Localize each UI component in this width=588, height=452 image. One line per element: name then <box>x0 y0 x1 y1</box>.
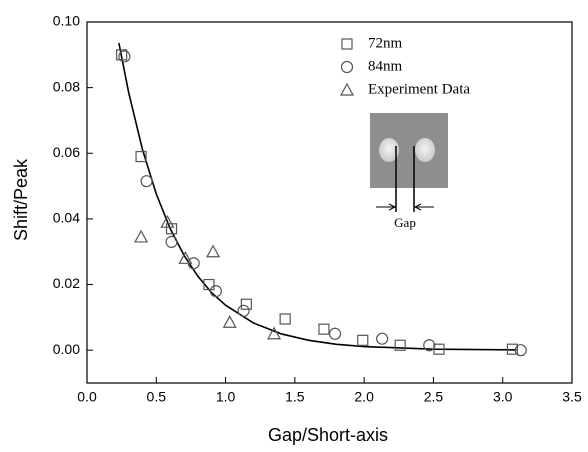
square-marker <box>279 313 291 325</box>
x-tick-label: 2.0 <box>354 389 374 405</box>
x-axis-title: Gap/Short-axis <box>268 425 388 445</box>
triangle-marker <box>134 229 149 243</box>
circle-marker <box>514 344 527 357</box>
legend-marker <box>340 60 354 74</box>
circle-marker <box>328 327 342 340</box>
legend-label: Experiment Data <box>368 81 470 97</box>
legend-label: 84nm <box>368 58 403 74</box>
inset-label: Gap <box>394 215 416 230</box>
legend-marker <box>339 82 355 96</box>
legend-marker <box>341 38 353 50</box>
y-tick-label: 0.04 <box>53 210 80 226</box>
square-marker <box>357 334 369 346</box>
gap-arrow <box>413 203 434 211</box>
circle-marker <box>118 50 131 63</box>
circle-marker <box>376 332 389 345</box>
particle <box>379 138 399 162</box>
gap-arrow <box>376 203 397 211</box>
square-marker <box>433 343 445 355</box>
triangle-marker <box>222 315 237 328</box>
particle <box>415 138 435 162</box>
y-axis-title: Shift/Peak <box>11 158 31 241</box>
circle-marker <box>423 339 436 352</box>
inset: Gap <box>370 113 448 230</box>
square-marker <box>318 323 330 335</box>
triangle-marker <box>206 244 221 258</box>
circle-marker <box>165 235 178 248</box>
circle-marker <box>140 175 153 188</box>
x-tick-label: 1.5 <box>285 389 305 405</box>
square-marker <box>394 339 406 351</box>
x-tick-label: 1.0 <box>216 389 236 405</box>
square-marker <box>506 343 519 355</box>
y-tick-label: 0.10 <box>53 13 80 29</box>
fit-curve <box>118 42 517 351</box>
square-marker <box>240 298 252 310</box>
x-tick-label: 3.5 <box>562 389 582 405</box>
y-tick-label: 0.02 <box>53 275 80 291</box>
legend-label: 72nm <box>368 35 403 51</box>
square-marker <box>203 278 215 291</box>
y-tick-label: 0.08 <box>53 78 80 94</box>
x-tick-label: 2.5 <box>424 389 444 405</box>
x-tick-label: 3.0 <box>493 389 513 405</box>
triangle-marker <box>160 214 175 228</box>
circle-marker <box>209 285 222 298</box>
y-tick-label: 0.06 <box>53 144 80 160</box>
plot-frame <box>86 21 573 384</box>
x-tick-label: 0.0 <box>77 389 97 405</box>
square-marker <box>116 49 128 61</box>
triangle-marker <box>267 326 282 340</box>
y-tick-label: 0.00 <box>53 341 80 357</box>
square-marker <box>135 150 147 163</box>
x-tick-label: 0.5 <box>147 389 167 405</box>
triangle-marker <box>178 251 193 264</box>
circle-marker <box>237 304 250 317</box>
